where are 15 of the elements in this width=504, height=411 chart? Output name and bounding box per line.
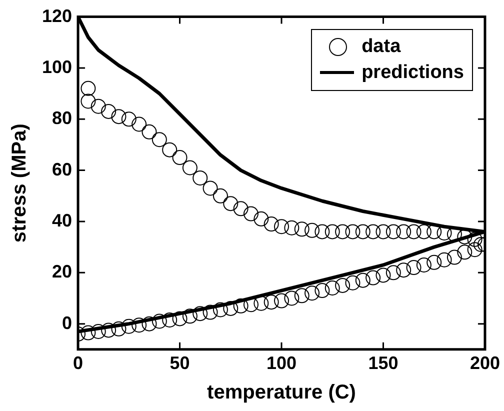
x-tick-label: 50: [170, 353, 190, 374]
y-tick-label: 40: [52, 210, 72, 230]
y-tick-label: 120: [42, 6, 72, 26]
y-tick-label: 80: [52, 108, 72, 128]
y-tick-label: 0: [62, 312, 72, 333]
y-axis-title: stress (MPa): [8, 124, 31, 243]
legend-label: predictions: [362, 60, 464, 85]
y-tick-label: 60: [52, 159, 72, 180]
x-axis-title: temperature (C): [207, 382, 356, 404]
y-tick-label: 100: [42, 56, 72, 77]
x-tick-label: 100: [266, 353, 297, 374]
y-tick-label: 20: [52, 262, 72, 282]
x-tick-label: 200: [470, 353, 500, 374]
x-tick-label: 150: [368, 353, 398, 374]
legend-label: data: [362, 34, 401, 59]
